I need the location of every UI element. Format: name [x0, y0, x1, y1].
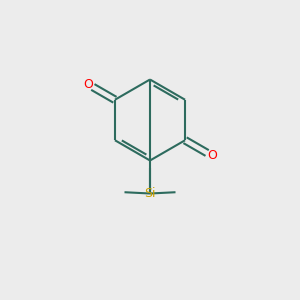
Text: Si: Si [144, 187, 156, 200]
Text: O: O [207, 149, 217, 162]
Text: O: O [83, 78, 93, 91]
